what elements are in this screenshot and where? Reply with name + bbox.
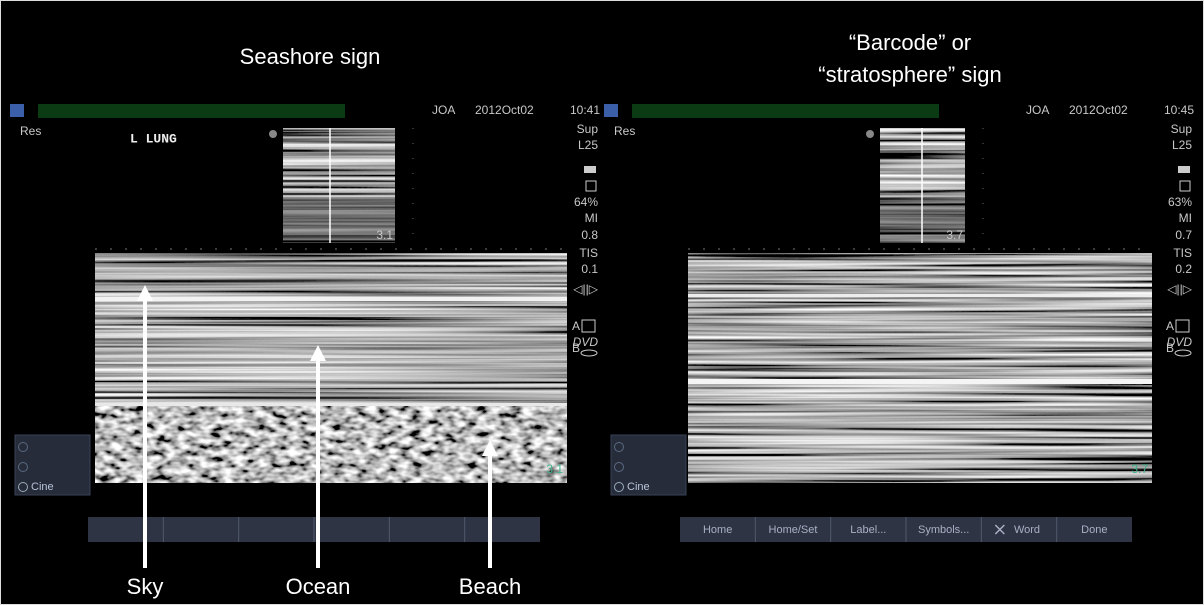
soft-button[interactable]: Word [1014, 524, 1040, 536]
side-mi: 0.7 [1175, 228, 1192, 242]
side-mi-label: MI [1179, 211, 1192, 225]
depth-label: 3.1 [376, 228, 393, 242]
annotation-label: Sky [127, 574, 164, 599]
side-dvd: DVD [1167, 335, 1193, 349]
pleural-line [95, 297, 567, 301]
page: {"titles": {"left": "Seashore sign", "ri… [0, 0, 1204, 605]
image-label: L LUNG [130, 131, 177, 146]
side-tis: 0.2 [1175, 262, 1192, 276]
side-mi: 0.8 [581, 228, 598, 242]
side-tis-label: TIS [579, 246, 598, 260]
pleural-line [688, 294, 1152, 297]
m-mode-depth: 3.7 [1131, 462, 1148, 476]
bright-line [688, 379, 1152, 384]
side-power: 63% [1168, 195, 1192, 209]
header-date: 2012Oct02 [1069, 103, 1128, 117]
soft-button[interactable]: Home/Set [769, 524, 818, 536]
side-tis: 0.1 [581, 262, 598, 276]
cine-label: Cine [31, 481, 54, 493]
m-mode-depth: 3.1 [546, 462, 563, 476]
side-probe: L25 [578, 138, 598, 152]
res-label: Res [20, 124, 41, 138]
side-a: A [1166, 319, 1174, 333]
side-mi-label: MI [585, 211, 598, 225]
title-left: Seashore sign [240, 44, 381, 69]
annotation-label: Beach [459, 574, 521, 599]
res-label: Res [614, 124, 635, 138]
soft-button[interactable]: Label... [850, 524, 886, 536]
cine-arrows: ◁||▷ [573, 282, 598, 296]
side-power: 64% [574, 195, 598, 209]
header-site: JOA [1026, 103, 1049, 117]
title-right: “Barcode” or [849, 30, 971, 55]
figure: Seashore sign “Barcode” or “stratosphere… [0, 0, 1204, 605]
header-site: JOA [432, 103, 455, 117]
battery-icon [1178, 166, 1190, 173]
status-bar [38, 104, 345, 118]
status-bar [632, 104, 939, 118]
side-probe: L25 [1172, 138, 1192, 152]
beach-edge [95, 403, 567, 406]
beach-texture [95, 405, 567, 483]
side-orientation: Sup [577, 122, 599, 136]
probe-marker [866, 130, 874, 138]
header-date: 2012Oct02 [475, 103, 534, 117]
battery-icon [584, 166, 596, 173]
header-time: 10:41 [570, 103, 600, 117]
cine-label: Cine [627, 481, 650, 493]
probe-marker [269, 130, 277, 138]
title-right: “stratosphere” sign [818, 62, 1001, 87]
side-a: A [572, 319, 580, 333]
soft-button[interactable]: Home [703, 524, 732, 536]
cine-arrows: ◁||▷ [1167, 282, 1192, 296]
logo-icon [10, 104, 24, 117]
depth-label: 3.7 [946, 228, 963, 242]
side-dvd: DVD [573, 335, 599, 349]
side-tis-label: TIS [1173, 246, 1192, 260]
annotation-label: Ocean [286, 574, 351, 599]
soft-button[interactable]: Symbols... [918, 524, 969, 536]
soft-button[interactable]: Done [1081, 524, 1107, 536]
logo-icon [604, 104, 618, 117]
m-mode-image [688, 253, 1152, 483]
header-time: 10:45 [1164, 103, 1194, 117]
side-orientation: Sup [1171, 122, 1193, 136]
